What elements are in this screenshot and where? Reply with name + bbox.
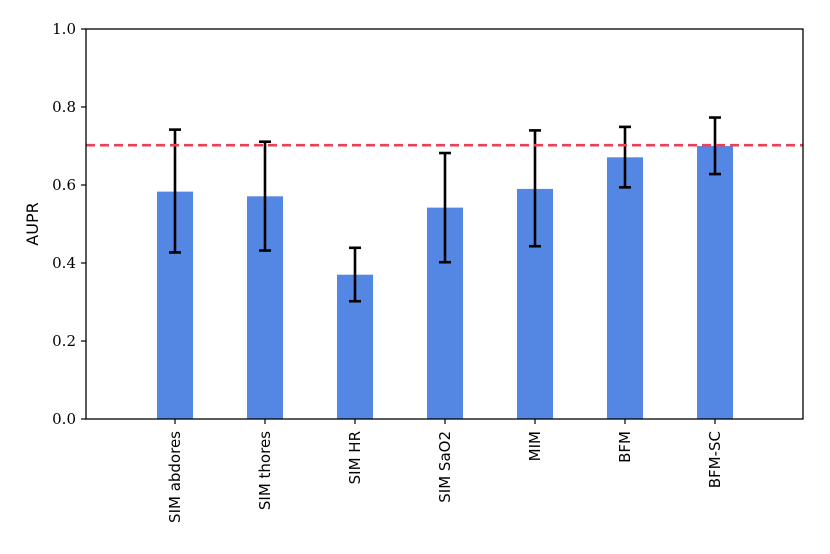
error-bars-layer (169, 116, 721, 303)
error-bar-6 (709, 116, 721, 176)
x-tick-label: SIM thores (256, 431, 274, 510)
y-tick-label: 0.0 (52, 410, 76, 428)
y-axis-label: AUPR (23, 202, 42, 245)
x-tick-label: MIM (526, 431, 544, 461)
x-tick-label: SIM abdores (166, 431, 184, 523)
bar-5 (607, 157, 643, 419)
bar-6 (697, 146, 733, 419)
x-axis-ticks: SIM abdores SIM thores SIM HR SIM SaO2 MIM BF… (166, 419, 724, 523)
y-tick-label: 0.2 (52, 332, 76, 350)
x-tick-label: SIM HR (346, 431, 364, 484)
error-bar-0 (169, 128, 181, 254)
y-tick-label: 0.6 (52, 176, 76, 194)
error-bar-5 (619, 125, 631, 189)
error-bar-3 (439, 151, 451, 264)
x-tick-label: SIM SaO2 (436, 431, 454, 503)
y-tick-label: 0.4 (52, 254, 76, 272)
y-tick-label: 1.0 (52, 20, 76, 38)
error-bar-1 (259, 140, 271, 252)
y-tick-label: 0.8 (52, 98, 76, 116)
x-tick-label: BFM-SC (706, 431, 724, 488)
error-bar-2 (349, 246, 361, 303)
error-bar-4 (529, 129, 541, 248)
x-tick-label: BFM (616, 431, 634, 463)
y-axis-ticks: 0.0 0.2 0.4 0.6 0.8 1.0 (52, 20, 86, 428)
